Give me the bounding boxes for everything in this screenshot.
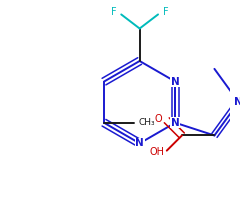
- Text: CH₃: CH₃: [139, 118, 155, 127]
- Text: OH: OH: [150, 147, 164, 157]
- Text: F: F: [163, 7, 168, 17]
- Text: N: N: [135, 138, 144, 148]
- Text: N: N: [234, 97, 240, 107]
- Text: N: N: [171, 118, 180, 128]
- Text: O: O: [155, 114, 162, 124]
- Text: F: F: [111, 7, 116, 17]
- Text: N: N: [171, 77, 180, 87]
